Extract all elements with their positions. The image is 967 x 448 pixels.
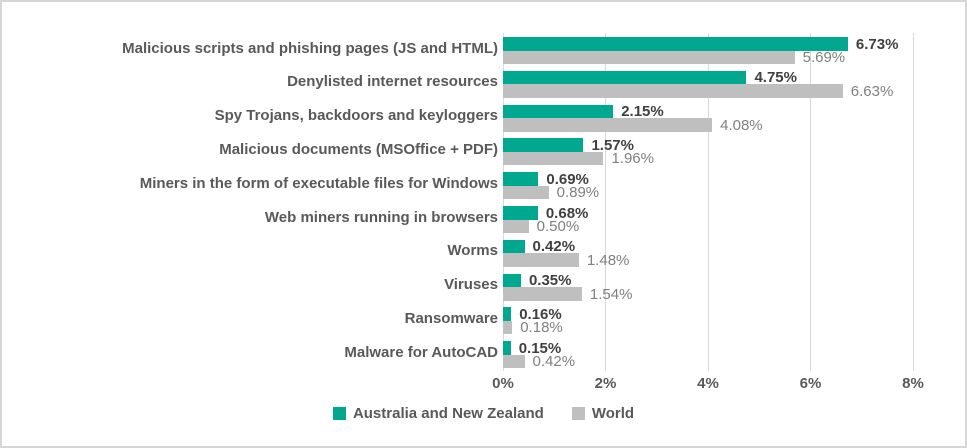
anz-bar <box>503 70 747 85</box>
anz-value-label: 0.16% <box>519 305 562 323</box>
world-bar <box>503 50 795 64</box>
category-label: Miners in the form of executable files f… <box>139 174 498 192</box>
x-axis-tick: 6% <box>799 375 822 392</box>
world-bar <box>503 185 549 200</box>
anz-value-label: 2.15% <box>621 103 664 121</box>
gridline-8% <box>912 33 914 371</box>
world-bar <box>503 287 582 301</box>
legend-swatch-icon <box>332 407 346 420</box>
world-bar <box>503 151 604 166</box>
x-axis-tick: 2% <box>594 375 617 392</box>
category-label: Ransomware <box>404 309 498 327</box>
world-value-label: 6.63% <box>850 82 894 100</box>
anz-bar <box>503 341 511 355</box>
world-bar <box>503 118 713 132</box>
legend-label: Australia and New Zealand <box>352 405 544 422</box>
legend-item-anz: Australia and New Zealand <box>332 405 544 422</box>
anz-bar <box>503 104 614 119</box>
anz-value-label: 0.42% <box>532 238 576 256</box>
world-bar <box>503 219 529 233</box>
world-bar <box>503 320 513 335</box>
anz-value-label: 0.69% <box>546 170 589 188</box>
anz-value-label: 0.68% <box>545 204 589 222</box>
anz-value-label: 4.75% <box>754 69 797 87</box>
world-value-label: 0.18% <box>520 319 563 337</box>
world-value-label: 5.69% <box>802 49 846 66</box>
category-label: Worms <box>447 242 498 260</box>
world-value-label: 0.89% <box>556 184 600 202</box>
world-value-label: 0.50% <box>536 218 580 235</box>
category-label: Denylisted internet resources <box>287 73 498 91</box>
world-value-label: 1.54% <box>589 285 633 303</box>
anz-bar <box>503 239 525 254</box>
gridline-0% <box>502 33 504 371</box>
anz-bar <box>503 273 521 288</box>
legend-label: World <box>591 405 635 422</box>
gridline-4% <box>707 33 709 371</box>
category-label: Malicious scripts and phishing pages (JS… <box>122 39 498 57</box>
anz-bar <box>503 138 584 152</box>
anz-value-label: 1.57% <box>591 136 634 154</box>
anz-bar <box>503 206 538 220</box>
world-value-label: 1.96% <box>611 150 654 168</box>
world-value-label: 0.42% <box>532 353 576 371</box>
category-label: Spy Trojans, backdoors and keyloggers <box>214 107 498 125</box>
category-label: Malicious documents (MSOffice + PDF) <box>219 140 498 158</box>
anz-value-label: 0.15% <box>518 339 562 357</box>
world-value-label: 4.08% <box>720 116 763 134</box>
x-axis-tick: 0% <box>492 375 514 392</box>
anz-value-label: 6.73% <box>855 35 899 53</box>
category-label: Malware for AutoCAD <box>344 343 498 361</box>
world-bar <box>503 354 525 369</box>
chart-legend: Australia and New Zealand World <box>2 405 965 422</box>
x-axis-tick: 8% <box>902 375 924 392</box>
category-label: Web miners running in browsers <box>264 208 498 226</box>
anz-bar <box>503 37 848 51</box>
x-axis-tick: 4% <box>697 375 719 392</box>
category-label: Viruses <box>444 276 498 294</box>
anz-bar <box>503 172 539 186</box>
anz-bar <box>503 307 512 321</box>
world-bar <box>503 84 843 98</box>
legend-swatch-icon <box>571 407 585 420</box>
anz-value-label: 0.35% <box>528 272 572 290</box>
gridline-2% <box>605 33 606 371</box>
legend-item-world: World <box>571 405 635 422</box>
world-bar <box>503 253 579 267</box>
gridline-6% <box>810 33 811 371</box>
world-value-label: 1.48% <box>586 251 630 269</box>
